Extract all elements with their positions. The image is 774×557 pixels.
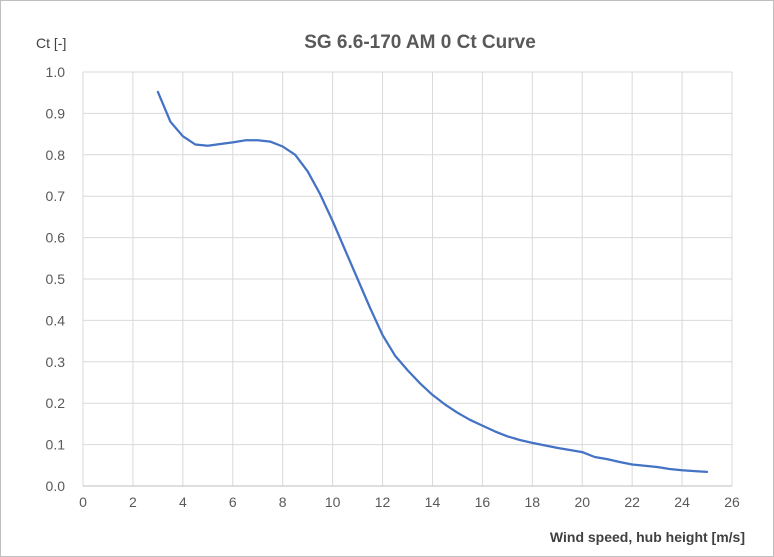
gridlines	[82, 71, 733, 487]
y-tick-label: 0.8	[46, 147, 66, 163]
y-tick-label: 0.1	[46, 437, 66, 453]
y-tick-label: 0.3	[46, 354, 66, 370]
x-tick-label: 16	[475, 494, 491, 510]
x-tick-label: 14	[425, 494, 441, 510]
x-tick-label: 2	[129, 494, 137, 510]
y-tick-label: 0.4	[46, 312, 66, 328]
x-tick-label: 26	[724, 494, 740, 510]
y-tick-label: 0.7	[46, 188, 66, 204]
x-tick-label: 6	[229, 494, 237, 510]
x-tick-label: 12	[375, 494, 391, 510]
x-tick-label: 18	[525, 494, 541, 510]
y-tick-label: 0.2	[46, 395, 66, 411]
x-tick-label: 24	[674, 494, 690, 510]
x-axis-label: Wind speed, hub height [m/s]	[550, 529, 745, 545]
x-tick-label: 8	[279, 494, 287, 510]
x-tick-label: 22	[624, 494, 640, 510]
series-line-ct	[156, 90, 709, 474]
y-tick-label: 0.6	[46, 230, 66, 246]
series-layer	[156, 90, 709, 474]
tick-labels: 0 2 4 6 8 10 12 14 16 18 20 22 24 260.00.10.20.30.40.…	[46, 64, 740, 510]
y-tick-label: 0.9	[46, 105, 66, 121]
x-tick-label: 20	[574, 494, 590, 510]
y-tick-label: 0.5	[46, 271, 66, 287]
y-axis-label: Ct [-]	[36, 35, 66, 51]
chart-title: SG 6.6-170 AM 0 Ct Curve	[304, 32, 536, 53]
y-tick-label: 0.0	[46, 478, 66, 494]
x-tick-label: 10	[325, 494, 341, 510]
y-tick-label: 1.0	[46, 64, 66, 80]
x-tick-label: 0	[79, 494, 87, 510]
x-tick-label: 4	[179, 494, 187, 510]
